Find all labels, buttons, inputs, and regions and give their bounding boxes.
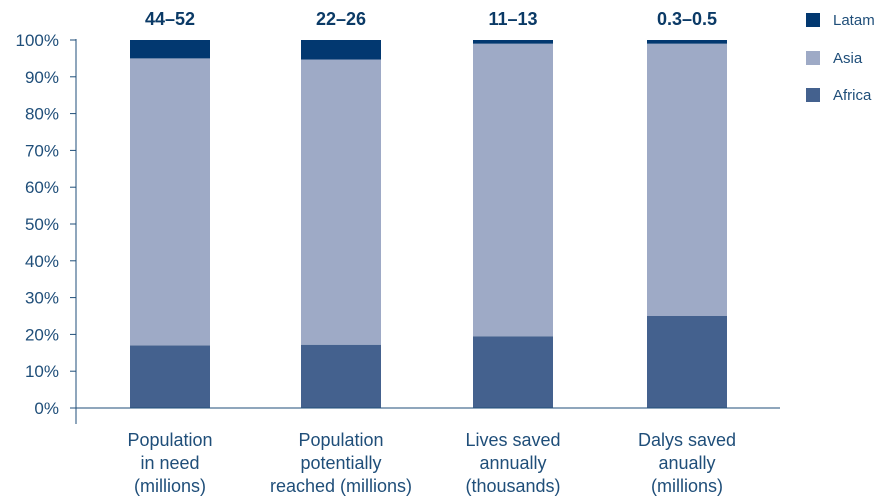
bar-total-label: 22–26 [316, 9, 366, 29]
bar-asia-3 [647, 43, 727, 317]
y-tick-label: 50% [25, 215, 59, 234]
legend-swatch-africa [806, 88, 820, 102]
y-tick-label: 0% [34, 399, 59, 418]
bar-asia-0 [130, 58, 210, 346]
bar-latam-3 [647, 40, 727, 44]
bar-total-label: 44–52 [145, 9, 195, 29]
bar-asia-1 [301, 59, 381, 345]
y-tick-label: 30% [25, 289, 59, 308]
labels-layer: 0% 10% 20% 30% 40% 50% 60% 70% 80% 90% 100% 44–52 22… [16, 9, 737, 496]
bar-africa-0 [130, 345, 210, 408]
bar-africa-1 [301, 344, 381, 408]
x-category-label: Lives saved annually (thousands) [465, 430, 560, 496]
x-category-label: Population in need (millions) [127, 430, 212, 496]
bar-latam-1 [301, 40, 381, 60]
y-tick-label: 20% [25, 325, 59, 344]
bar-total-label: 11–13 [488, 9, 537, 29]
y-tick-label: 40% [25, 252, 59, 271]
bar-africa-2 [473, 336, 553, 408]
axes-layer [70, 39, 780, 424]
y-tick-label: 80% [25, 105, 59, 124]
legend-swatch-latam [806, 13, 820, 27]
y-tick-label: 90% [25, 68, 59, 87]
y-tick-label: 100% [16, 31, 59, 50]
bar-africa-3 [647, 316, 727, 408]
legend-swatch-asia [806, 51, 820, 65]
y-tick-label: 10% [25, 362, 59, 381]
x-category-label: Dalys saved anually (millions) [638, 430, 736, 496]
legend-label-asia: Asia [833, 50, 863, 67]
bar-latam-2 [473, 40, 553, 44]
y-tick-label: 70% [25, 141, 59, 160]
legend-label-latam: Latam [833, 12, 875, 29]
bars-layer [130, 40, 727, 408]
bar-asia-2 [473, 43, 553, 337]
bar-total-label: 0.3–0.5 [657, 9, 717, 29]
y-tick-label: 60% [25, 178, 59, 197]
legend-label-africa: Africa [833, 87, 872, 104]
bar-latam-0 [130, 40, 210, 59]
legend: Latam Asia Africa [806, 12, 875, 104]
x-category-label: Population potentially reached (millions) [270, 430, 412, 496]
